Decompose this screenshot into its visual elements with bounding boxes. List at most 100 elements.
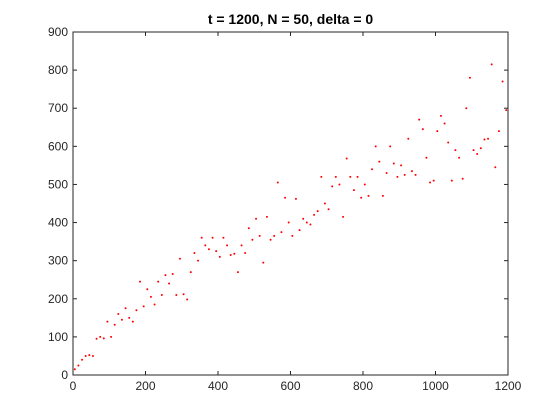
data-point — [280, 231, 283, 234]
data-point — [255, 217, 258, 220]
data-point — [102, 337, 105, 340]
data-point — [338, 183, 341, 186]
data-point — [157, 280, 160, 283]
data-point — [349, 175, 352, 178]
data-point — [381, 194, 384, 197]
data-point — [360, 196, 363, 199]
x-tick-label: 600 — [280, 379, 300, 393]
data-point — [247, 227, 250, 230]
data-point — [302, 217, 305, 220]
data-point — [149, 295, 152, 298]
data-point — [287, 221, 290, 224]
data-point — [240, 244, 243, 247]
data-point — [265, 215, 268, 218]
data-point — [305, 221, 308, 224]
data-point — [334, 175, 337, 178]
data-point — [323, 202, 326, 205]
data-point — [218, 255, 221, 258]
data-point — [331, 185, 334, 188]
data-point — [153, 303, 156, 306]
data-point — [465, 107, 468, 110]
data-point — [168, 282, 171, 285]
data-point — [450, 179, 453, 182]
y-tick-label: 400 — [48, 216, 68, 230]
data-point — [429, 181, 432, 184]
data-point — [273, 234, 276, 237]
data-point — [200, 236, 203, 239]
data-point — [226, 244, 229, 247]
data-point — [222, 236, 225, 239]
data-point — [124, 307, 127, 310]
data-point — [207, 248, 210, 251]
data-point — [229, 253, 232, 256]
data-point — [186, 298, 189, 301]
data-point — [483, 138, 486, 141]
data-point — [120, 318, 123, 321]
data-point — [410, 170, 413, 173]
data-point — [91, 354, 94, 357]
data-point — [316, 210, 319, 213]
data-point — [439, 114, 442, 117]
y-tick-label: 900 — [48, 25, 68, 39]
data-point — [84, 354, 87, 357]
data-point — [436, 130, 439, 133]
data-point — [468, 76, 471, 79]
data-point — [128, 316, 131, 319]
data-point — [298, 229, 301, 232]
data-point — [269, 238, 272, 241]
data-point — [106, 320, 109, 323]
data-point — [414, 173, 417, 176]
data-point — [251, 238, 254, 241]
x-tick-label: 200 — [135, 379, 155, 393]
data-point — [352, 189, 355, 192]
data-point — [262, 261, 265, 264]
data-point — [418, 118, 421, 121]
data-point — [175, 293, 178, 296]
data-point — [371, 168, 374, 171]
data-point — [472, 149, 475, 152]
data-point — [117, 313, 120, 316]
data-point — [95, 337, 98, 340]
data-point — [479, 147, 482, 150]
data-point — [77, 364, 80, 367]
data-point — [73, 368, 76, 371]
data-point — [342, 215, 345, 218]
chart-title: t = 1200, N = 50, delta = 0 — [208, 11, 374, 27]
data-point — [258, 234, 261, 237]
data-point — [356, 175, 359, 178]
data-point — [236, 271, 239, 274]
data-point — [443, 122, 446, 125]
data-point — [487, 137, 490, 140]
data-point — [403, 173, 406, 176]
y-tick-label: 200 — [48, 292, 68, 306]
data-point — [284, 196, 287, 199]
data-point — [139, 280, 142, 283]
data-point — [81, 358, 84, 361]
x-tick-label: 0 — [70, 379, 77, 393]
data-point — [197, 259, 200, 262]
data-point — [501, 80, 504, 83]
data-point — [447, 141, 450, 144]
data-point — [421, 128, 424, 131]
data-point — [164, 274, 167, 277]
y-tick-label: 500 — [48, 177, 68, 191]
data-point — [392, 162, 395, 165]
data-point — [494, 166, 497, 169]
y-tick-label: 700 — [48, 101, 68, 115]
data-point — [396, 175, 399, 178]
data-point — [193, 252, 196, 255]
plot-area — [73, 32, 508, 375]
data-point — [146, 288, 149, 291]
data-point — [320, 175, 323, 178]
data-point — [291, 234, 294, 237]
data-point — [99, 335, 102, 338]
data-point — [367, 194, 370, 197]
x-tick-label: 400 — [208, 379, 228, 393]
data-point — [327, 208, 330, 211]
data-point — [400, 164, 403, 167]
data-point — [490, 63, 493, 66]
tick-labels: 0 200 400 600 800 1000 1200 0 100 200 300 400 500 600… — [48, 25, 522, 393]
data-point — [189, 271, 192, 274]
y-tick-label: 0 — [61, 368, 68, 382]
data-point — [425, 156, 428, 159]
